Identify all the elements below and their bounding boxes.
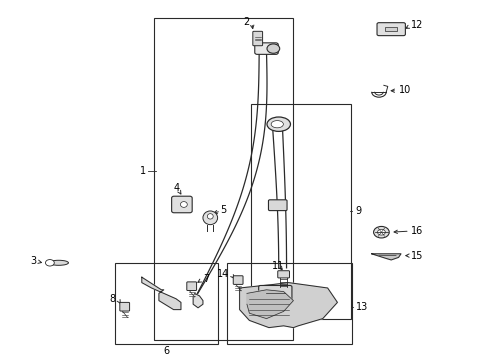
Text: 6: 6 [163,346,169,356]
FancyBboxPatch shape [252,31,262,46]
Circle shape [266,44,279,53]
Ellipse shape [207,213,213,219]
Text: 14: 14 [216,269,228,279]
Bar [250,104,350,319]
Ellipse shape [266,117,290,131]
Polygon shape [239,283,337,328]
Circle shape [377,229,385,235]
Ellipse shape [180,202,187,207]
Ellipse shape [49,260,68,265]
Text: 2: 2 [243,17,249,27]
FancyBboxPatch shape [186,282,196,291]
Polygon shape [142,277,181,310]
Polygon shape [246,290,293,319]
Text: 16: 16 [410,226,422,236]
Text: 13: 13 [355,302,367,312]
Bar [115,263,217,344]
Bar [227,263,351,344]
Text: 4: 4 [174,183,180,193]
FancyBboxPatch shape [376,23,405,36]
FancyBboxPatch shape [268,200,286,211]
Text: 12: 12 [410,20,422,30]
Bar [154,18,293,340]
Text: 5: 5 [220,204,226,215]
Polygon shape [371,254,400,260]
Text: 10: 10 [398,85,410,95]
Text: 1: 1 [139,166,145,176]
Text: 8: 8 [109,294,116,304]
Text: 3: 3 [30,256,37,266]
Circle shape [45,260,54,266]
FancyBboxPatch shape [254,43,278,54]
FancyBboxPatch shape [233,276,243,284]
FancyBboxPatch shape [277,271,289,278]
Text: 15: 15 [410,251,422,261]
Ellipse shape [270,121,283,128]
FancyBboxPatch shape [120,302,129,311]
Polygon shape [193,293,203,308]
Circle shape [373,226,388,238]
FancyBboxPatch shape [171,196,192,213]
Text: 11: 11 [271,261,284,271]
Text: 9: 9 [354,206,361,216]
FancyBboxPatch shape [258,285,291,301]
Bar [385,27,396,31]
Text: 7: 7 [203,274,209,284]
Ellipse shape [203,211,217,225]
